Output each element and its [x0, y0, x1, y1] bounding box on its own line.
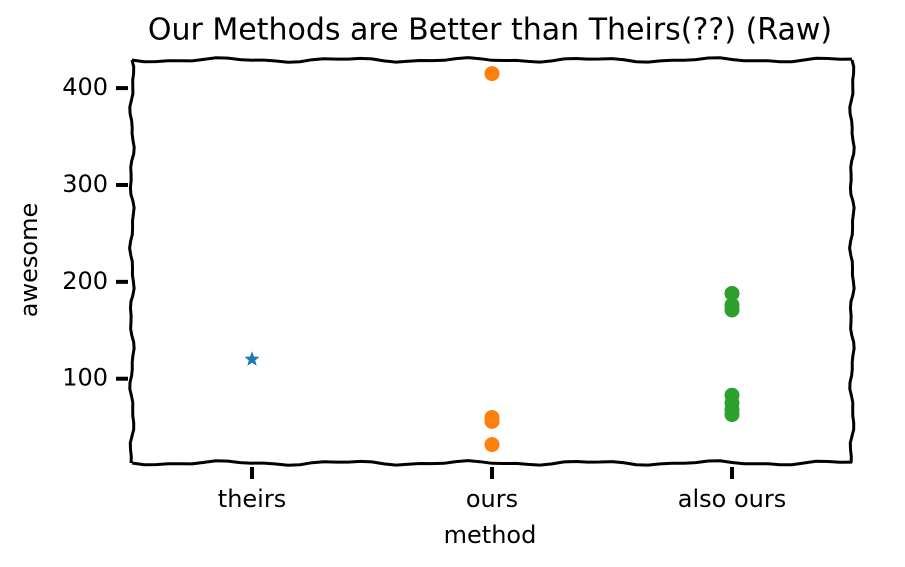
x-tick-label: theirs: [218, 485, 286, 513]
point: [724, 302, 740, 318]
x-tick-label: ours: [466, 485, 518, 513]
point: [724, 407, 740, 423]
axis-frame: [131, 459, 853, 467]
x-axis-label: method: [444, 521, 537, 549]
axis-frame: [131, 56, 853, 64]
chart-title: Our Methods are Better than Theirs(??) (…: [148, 13, 832, 48]
point: [484, 413, 500, 429]
axis-frame: [848, 59, 856, 464]
point: [724, 285, 740, 301]
y-tick-label: 300: [62, 170, 108, 198]
point: [484, 66, 500, 82]
y-axis-label: awesome: [15, 203, 43, 317]
point: [484, 437, 500, 453]
y-tick-label: 400: [62, 73, 108, 101]
y-tick-label: 100: [62, 364, 108, 392]
x-tick-label: also ours: [678, 485, 786, 513]
y-tick-label: 200: [62, 267, 108, 295]
point: [244, 351, 260, 366]
axis-frame: [128, 59, 136, 464]
